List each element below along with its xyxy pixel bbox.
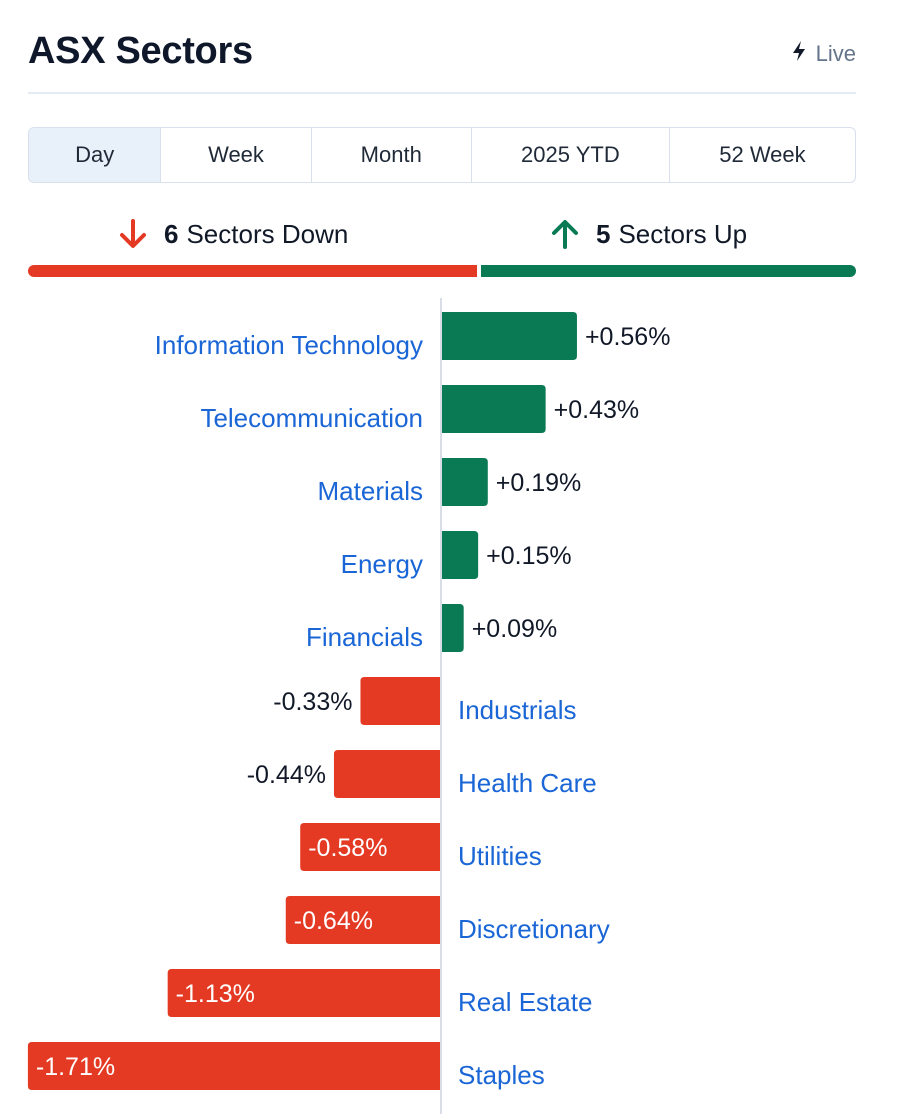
sector-link-staples[interactable]: Staples	[458, 1060, 545, 1090]
bar-real-estate	[167, 969, 441, 1017]
bar-energy	[442, 531, 479, 579]
tab-52-week[interactable]: 52 Week	[719, 142, 806, 167]
value-label-energy: +0.15%	[486, 542, 572, 570]
sector-link-financials[interactable]: Financials	[306, 622, 423, 652]
value-label-discretionary: -0.64%	[294, 907, 373, 935]
bar-discretionary	[285, 896, 440, 944]
bar-materials	[442, 458, 488, 506]
live-label: Live	[815, 41, 856, 66]
sector-link-discretionary[interactable]: Discretionary	[458, 914, 610, 944]
sectors-down-count: 6	[164, 218, 179, 249]
sectors-up-summary: 5 Sectors Up	[548, 214, 747, 254]
bar-information-technology	[442, 312, 577, 360]
bar-staples	[27, 1042, 440, 1090]
sectors-up-count: 5	[596, 218, 611, 249]
sector-link-telecommunication[interactable]: Telecommunication	[200, 403, 423, 433]
value-label-utilities: -0.58%	[308, 834, 387, 862]
tab-month[interactable]: Month	[312, 128, 472, 182]
sectors-down-summary: 6 Sectors Down	[116, 214, 348, 254]
page-title: ASX Sectors	[28, 30, 253, 72]
sector-link-utilities[interactable]: Utilities	[458, 841, 542, 871]
value-label-real-estate: -1.13%	[176, 980, 255, 1008]
sector-link-energy[interactable]: Energy	[341, 549, 423, 579]
live-indicator: Live	[790, 40, 856, 68]
value-label-financials: +0.09%	[472, 615, 558, 643]
sector-link-health-care[interactable]: Health Care	[458, 768, 597, 798]
tab-2025-ytd[interactable]: 2025 YTD	[472, 128, 670, 182]
bar-industrials	[360, 677, 440, 725]
sector-link-materials[interactable]: Materials	[318, 476, 423, 506]
bar-health-care	[333, 750, 440, 798]
bar-telecommunication	[442, 385, 546, 433]
tab-week[interactable]: Week	[161, 128, 312, 182]
sectors-up-label: Sectors Up	[618, 218, 748, 249]
value-label-staples: -1.71%	[36, 1053, 115, 1081]
sector-link-real-estate[interactable]: Real Estate	[458, 987, 592, 1017]
sectors-up-ratio-bar	[481, 265, 856, 277]
arrow-down-icon	[116, 217, 150, 251]
value-label-materials: +0.19%	[496, 469, 582, 497]
sector-link-information-technology[interactable]: Information Technology	[155, 330, 423, 360]
value-label-information-technology: +0.56%	[585, 323, 671, 351]
sector-link-industrials[interactable]: Industrials	[458, 695, 577, 725]
bar-utilities	[300, 823, 440, 871]
value-label-telecommunication: +0.43%	[554, 396, 640, 424]
period-tabs: Day Week Month 2025 YTD 52 Week	[28, 127, 856, 183]
sectors-down-ratio-bar	[28, 265, 477, 277]
value-label-industrials: -0.33%	[273, 688, 352, 716]
value-label-health-care: -0.44%	[247, 761, 326, 789]
sector-bar-chart: +0.56% Information Technology +0.43% Teleco…	[27, 298, 671, 1114]
lightning-bolt-icon	[790, 40, 808, 68]
sectors-down-label: Sectors Down	[186, 218, 349, 249]
arrow-up-icon	[548, 217, 582, 251]
tab-day[interactable]: Day	[29, 128, 162, 182]
header-divider	[28, 92, 856, 94]
bar-financials	[442, 604, 464, 652]
